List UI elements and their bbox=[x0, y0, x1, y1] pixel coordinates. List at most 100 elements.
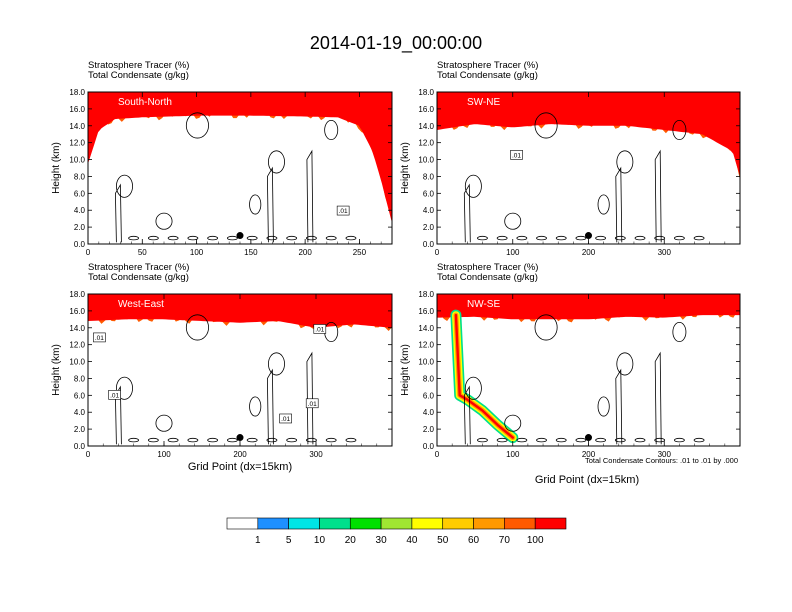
contour-low bbox=[286, 235, 298, 241]
y-tick-label: 14.0 bbox=[69, 324, 85, 333]
y-tick-label: 12.0 bbox=[418, 341, 434, 350]
contour-label: .01 bbox=[110, 392, 119, 399]
contour-low bbox=[575, 437, 587, 443]
tracer-band-9 bbox=[88, 294, 392, 328]
x-tick-label: 300 bbox=[309, 450, 323, 459]
contour-blob bbox=[155, 212, 173, 230]
x-tick-label: 200 bbox=[582, 248, 596, 257]
panel-header-tracer: Stratosphere Tracer (%) bbox=[437, 262, 538, 273]
contour-label-box bbox=[279, 413, 292, 424]
contour-blob bbox=[672, 120, 687, 141]
colorbar-swatch bbox=[534, 517, 567, 530]
contour-low bbox=[167, 437, 179, 443]
contour-low bbox=[325, 235, 337, 241]
tracer-band-9 bbox=[437, 92, 740, 177]
y-tick-label: 6.0 bbox=[74, 391, 86, 400]
contour-blob bbox=[504, 212, 522, 230]
panel-1: Stratosphere Tracer (%)Total Condensate … bbox=[400, 60, 741, 257]
contour-low bbox=[536, 437, 547, 443]
colorbar-swatch bbox=[442, 517, 474, 530]
panel-header-condensate: Total Condensate (g/kg) bbox=[437, 70, 538, 81]
y-tick-label: 8.0 bbox=[74, 172, 86, 181]
y-tick-label: 6.0 bbox=[74, 189, 86, 198]
contour-blob bbox=[324, 120, 339, 141]
y-tick-label: 18.0 bbox=[69, 88, 85, 97]
contour-label-box bbox=[336, 205, 350, 216]
y-tick-label: 0.0 bbox=[423, 240, 435, 249]
contour-low bbox=[674, 235, 685, 241]
contour-low bbox=[345, 437, 357, 443]
contour-low bbox=[555, 235, 567, 241]
contour-column bbox=[114, 183, 122, 243]
contour-low bbox=[266, 235, 278, 241]
contour-low bbox=[226, 437, 238, 443]
y-tick-label: 14.0 bbox=[418, 324, 434, 333]
x-tick-label: 50 bbox=[138, 248, 147, 257]
y-tick-label: 14.0 bbox=[418, 122, 434, 131]
colorbar-swatch bbox=[504, 517, 536, 530]
contour-blob bbox=[616, 150, 634, 174]
y-tick-label: 0.0 bbox=[74, 442, 86, 451]
contour-column bbox=[306, 149, 314, 243]
colorbar-label: 40 bbox=[406, 535, 418, 546]
contour-low bbox=[693, 235, 705, 241]
colorbar-swatch bbox=[288, 517, 320, 530]
contour-blob bbox=[534, 314, 558, 341]
location-marker bbox=[236, 232, 244, 240]
panel-header-tracer: Stratosphere Tracer (%) bbox=[88, 262, 189, 273]
contour-low bbox=[654, 235, 666, 241]
y-tick-label: 10.0 bbox=[69, 358, 85, 367]
y-tick-label: 6.0 bbox=[423, 391, 435, 400]
tracer-field bbox=[88, 92, 392, 223]
contour-low bbox=[496, 437, 508, 443]
contour-low bbox=[147, 437, 159, 443]
contour-blob bbox=[249, 194, 262, 215]
y-tick-label: 8.0 bbox=[423, 374, 435, 383]
y-tick-label: 18.0 bbox=[418, 290, 434, 299]
contour-low bbox=[286, 437, 298, 443]
contour-low bbox=[187, 235, 199, 241]
contour-label: .01 bbox=[315, 326, 324, 333]
contour-low bbox=[614, 235, 626, 241]
contour-low bbox=[207, 437, 219, 443]
contour-blob bbox=[504, 414, 522, 432]
contour-low bbox=[128, 235, 140, 241]
condensate-contours bbox=[114, 112, 357, 243]
contour-label: .01 bbox=[281, 416, 290, 423]
y-tick-label: 12.0 bbox=[418, 139, 434, 148]
contour-column bbox=[654, 149, 662, 243]
colorbar-label: 20 bbox=[345, 535, 357, 546]
contour-low bbox=[306, 235, 317, 241]
y-tick-label: 0.0 bbox=[74, 240, 86, 249]
y-tick-label: 8.0 bbox=[423, 172, 435, 181]
contour-column bbox=[266, 368, 274, 445]
contour-low bbox=[496, 235, 508, 241]
y-tick-label: 10.0 bbox=[418, 156, 434, 165]
panel-header-tracer: Stratosphere Tracer (%) bbox=[437, 60, 538, 71]
colorbar: 1 5 10 20 30 40 50 60 70 100 bbox=[226, 517, 567, 546]
contour-column bbox=[615, 368, 623, 445]
location-marker bbox=[585, 434, 592, 442]
contour-column bbox=[615, 166, 623, 243]
contour-blob bbox=[116, 376, 133, 400]
colorbar-swatch bbox=[411, 517, 444, 530]
x-tick-label: 200 bbox=[582, 450, 596, 459]
contour-low bbox=[246, 235, 258, 241]
contour-blob bbox=[249, 396, 262, 417]
contour-low bbox=[167, 235, 179, 241]
y-tick-label: 12.0 bbox=[69, 341, 85, 350]
contour-low bbox=[516, 437, 528, 443]
contour-low bbox=[555, 437, 567, 443]
contour-low bbox=[187, 437, 199, 443]
y-axis-title: Height (km) bbox=[51, 142, 62, 194]
y-tick-label: 18.0 bbox=[418, 88, 434, 97]
x-tick-label: 300 bbox=[658, 248, 672, 257]
contour-blob bbox=[268, 352, 285, 376]
contour-column bbox=[266, 166, 274, 243]
x-tick-label: 100 bbox=[190, 248, 204, 257]
panel-header-condensate: Total Condensate (g/kg) bbox=[88, 272, 189, 283]
condensate-contours bbox=[463, 314, 705, 445]
x-tick-label: 300 bbox=[658, 450, 672, 459]
main-title: 2014-01-19_00:00:00 bbox=[310, 33, 482, 54]
